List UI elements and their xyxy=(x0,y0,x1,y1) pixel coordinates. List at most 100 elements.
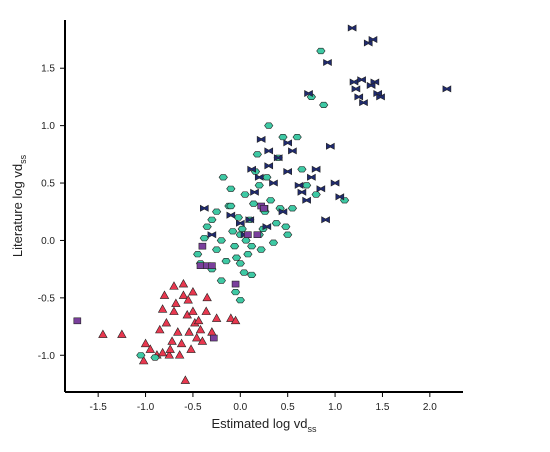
data-point-square xyxy=(253,231,262,239)
data-point-triangle xyxy=(197,336,208,345)
data-point-bowtie xyxy=(316,185,326,193)
data-point-bowtie xyxy=(256,135,266,143)
data-point-bowtie xyxy=(236,219,245,227)
data-point-hexagon xyxy=(254,182,264,189)
data-point-bowtie xyxy=(297,188,307,196)
data-point-triangle xyxy=(167,336,177,345)
data-point-hexagon xyxy=(212,208,222,215)
data-point-hexagon xyxy=(228,228,238,235)
data-point-square xyxy=(73,317,82,325)
data-point-triangle xyxy=(188,286,198,296)
data-point-triangle xyxy=(230,315,241,325)
data-point-hexagon xyxy=(302,182,312,189)
data-points xyxy=(73,24,452,384)
data-point-bowtie xyxy=(278,208,288,216)
data-point-square xyxy=(209,334,218,342)
data-point-hexagon xyxy=(202,223,212,230)
data-point-bowtie xyxy=(323,58,332,66)
data-point-triangle xyxy=(186,344,196,353)
x-tick-label: -1.5 xyxy=(90,402,108,413)
y-tick-label: 0.0 xyxy=(41,236,55,247)
data-point-hexagon xyxy=(319,101,329,109)
data-point-bowtie xyxy=(349,78,359,86)
data-point-hexagon xyxy=(150,354,160,361)
data-point-hexagon xyxy=(306,93,316,100)
data-point-triangle xyxy=(193,315,204,325)
data-point-bowtie xyxy=(283,139,292,147)
x-tick-label: -1.0 xyxy=(137,402,155,413)
data-point-triangle xyxy=(201,306,211,315)
data-point-hexagon xyxy=(216,237,226,244)
data-point-triangle xyxy=(161,317,172,327)
y-tick-label: -1.0 xyxy=(38,351,56,362)
data-point-triangle xyxy=(157,347,168,357)
data-point-bowtie xyxy=(321,216,330,224)
data-point-hexagon xyxy=(297,166,307,173)
data-point-hexagon xyxy=(266,197,276,204)
data-point-triangle xyxy=(140,338,151,348)
data-point-triangle xyxy=(138,355,149,365)
data-point-bowtie xyxy=(247,165,256,173)
data-point-triangle xyxy=(184,327,194,336)
y-tick-label: 0.5 xyxy=(41,179,55,190)
data-point-bowtie xyxy=(368,36,378,44)
data-point-hexagon xyxy=(231,254,242,261)
y-axis-title: Literature log vdss xyxy=(10,154,28,257)
data-point-bowtie xyxy=(354,93,364,101)
data-point-bowtie xyxy=(366,81,376,89)
data-point-hexagon xyxy=(247,271,257,278)
data-point-bowtie xyxy=(359,99,368,107)
data-point-square xyxy=(208,262,216,270)
data-point-square xyxy=(196,262,205,270)
data-point-bowtie xyxy=(200,204,209,212)
data-point-square xyxy=(260,204,268,212)
data-point-bowtie xyxy=(245,216,255,224)
data-point-triangle xyxy=(145,344,155,353)
data-point-hexagon xyxy=(212,246,222,253)
data-point-hexagon xyxy=(264,122,274,129)
data-point-triangle xyxy=(226,313,236,322)
data-point-triangle xyxy=(192,332,202,342)
data-point-hexagon xyxy=(262,174,272,181)
data-point-bowtie xyxy=(307,173,316,181)
data-point-bowtie xyxy=(302,196,311,204)
data-point-bowtie xyxy=(442,85,452,93)
data-point-bowtie xyxy=(254,173,264,181)
data-point-bowtie xyxy=(273,154,283,162)
data-point-bowtie xyxy=(269,179,278,187)
y-tick-label: 1.0 xyxy=(41,121,55,132)
data-point-hexagon xyxy=(268,239,279,246)
data-point-hexagon xyxy=(218,174,228,181)
data-point-hexagon xyxy=(292,134,302,141)
data-point-bowtie xyxy=(262,223,272,231)
x-tick-label: -0.5 xyxy=(184,402,202,413)
data-point-hexagon xyxy=(235,260,245,267)
data-point-bowtie xyxy=(288,147,297,155)
data-point-hexagon xyxy=(230,243,240,250)
data-point-triangle xyxy=(207,327,217,336)
data-point-hexagon xyxy=(239,269,249,276)
x-axis-ticks: -1.5 -1.0 -0.5 0.0 0.5 1.0 1.5 2.0 xyxy=(90,392,437,413)
data-point-triangle xyxy=(178,290,189,299)
data-point-triangle xyxy=(188,306,198,315)
data-point-hexagon xyxy=(230,289,241,296)
data-point-triangle xyxy=(171,298,181,307)
data-point-bowtie xyxy=(351,85,361,93)
data-point-triangle xyxy=(211,313,222,322)
data-point-bowtie xyxy=(283,168,292,176)
data-point-hexagon xyxy=(240,191,250,198)
data-point-triangle xyxy=(164,350,174,359)
data-point-hexagon xyxy=(283,231,293,238)
data-point-hexagon xyxy=(199,235,209,242)
x-tick-label: 2.0 xyxy=(423,402,437,413)
data-point-hexagon xyxy=(316,47,326,55)
data-point-bowtie xyxy=(264,147,274,155)
data-point-triangle xyxy=(195,324,206,334)
data-point-hexagon xyxy=(207,216,217,223)
data-point-hexagon xyxy=(247,243,257,250)
axes xyxy=(64,20,463,393)
data-point-triangle xyxy=(98,329,108,338)
data-point-hexagon xyxy=(235,297,245,304)
data-point-hexagon xyxy=(243,251,253,258)
